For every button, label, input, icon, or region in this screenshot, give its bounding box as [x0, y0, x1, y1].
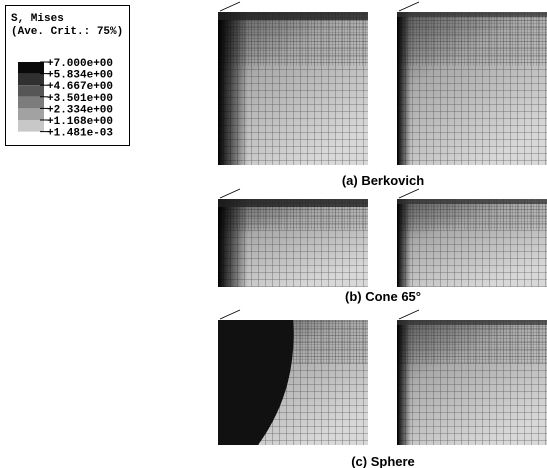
stress-zone	[397, 199, 411, 287]
legend-level: +7.000e+00	[47, 58, 113, 70]
indenter	[398, 188, 420, 199]
legend: S, Mises (Ave. Crit.: 75%) +7.000e+00+5.…	[5, 5, 130, 146]
mesh	[397, 12, 547, 165]
stress-zone	[397, 199, 547, 204]
stress-zone	[397, 320, 411, 445]
legend-level: +1.168e+00	[47, 116, 113, 128]
legend-level: +5.834e+00	[47, 70, 113, 82]
stress-zone	[218, 12, 368, 20]
panel-caption: (b) Cone 65°	[345, 289, 421, 304]
contour-plot	[218, 309, 368, 445]
contour-plot	[397, 309, 547, 445]
contour-plot	[218, 188, 368, 287]
indenter	[219, 309, 241, 320]
legend-swatch	[18, 62, 44, 74]
stress-zone	[397, 12, 547, 17]
indenter	[398, 1, 420, 12]
legend-swatch	[18, 108, 44, 120]
legend-swatch	[18, 96, 44, 109]
contour-plot	[218, 1, 368, 165]
legend-subtitle: (Ave. Crit.: 75%)	[11, 26, 123, 38]
indenter	[219, 188, 241, 199]
contour-plot	[397, 1, 547, 165]
legend-swatch	[18, 85, 44, 97]
contour-plot	[397, 188, 547, 287]
mesh	[397, 199, 547, 287]
legend-swatch	[18, 73, 44, 86]
legend-level: +1.481e-03	[47, 128, 113, 140]
stress-zone	[218, 12, 248, 165]
legend-title: S, Mises	[11, 13, 64, 25]
legend-level: +3.501e+00	[47, 93, 113, 105]
legend-levels: +7.000e+00+5.834e+00+4.667e+00+3.501e+00…	[18, 58, 113, 140]
panels: (a) Berkovich (b) Cone 65° (c) Sphere	[218, 1, 547, 468]
panel-caption: (c) Sphere	[351, 454, 415, 468]
legend-swatch	[18, 120, 44, 132]
legend-level: +2.334e+00	[47, 104, 113, 116]
mesh	[397, 320, 547, 445]
stress-zone	[218, 199, 248, 287]
indenter	[219, 1, 241, 12]
panel-caption: (a) Berkovich	[342, 173, 424, 188]
stress-zone	[218, 199, 368, 207]
indenter	[398, 309, 420, 320]
stress-zone	[218, 320, 294, 445]
stress-zone	[397, 320, 547, 325]
legend-level: +4.667e+00	[47, 81, 113, 93]
stress-zone	[397, 12, 411, 165]
